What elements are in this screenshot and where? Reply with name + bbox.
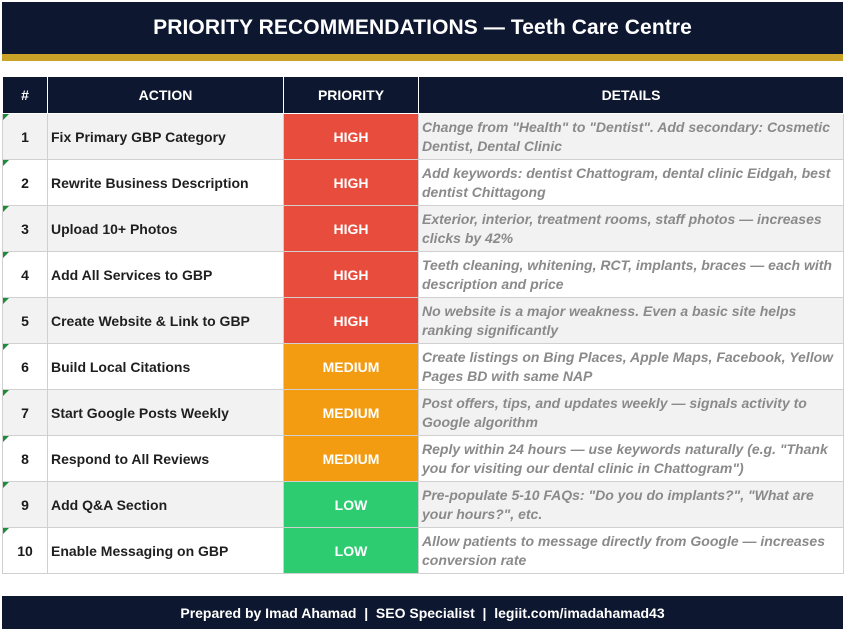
table-row: 4 Add All Services to GBP HIGH Teeth cle… [2, 251, 844, 298]
priority-badge: LOW [283, 481, 419, 528]
table-row: 6 Build Local Citations MEDIUM Create li… [2, 343, 844, 390]
action-cell: Upload 10+ Photos [47, 205, 284, 252]
action-cell: Respond to All Reviews [47, 435, 284, 482]
priority-badge: HIGH [283, 205, 419, 252]
footer-credits: Prepared by Imad Ahamad | SEO Specialist… [2, 596, 843, 629]
action-cell: Add Q&A Section [47, 481, 284, 528]
action-cell: Start Google Posts Weekly [47, 389, 284, 436]
row-number: 1 [21, 128, 29, 145]
row-number: 3 [21, 220, 29, 237]
row-number: 4 [21, 266, 29, 283]
row-number: 2 [21, 174, 29, 191]
row-number-cell: 5 [2, 297, 48, 344]
row-number: 7 [21, 404, 29, 421]
priority-badge: HIGH [283, 113, 419, 160]
page-title: PRIORITY RECOMMENDATIONS — Teeth Care Ce… [2, 2, 843, 54]
comment-marker-icon [3, 436, 9, 442]
comment-marker-icon [3, 160, 9, 166]
row-number: 6 [21, 358, 29, 375]
action-cell: Rewrite Business Description [47, 159, 284, 206]
details-cell: Create listings on Bing Places, Apple Ma… [418, 343, 844, 390]
priority-badge: HIGH [283, 251, 419, 298]
row-number-cell: 8 [2, 435, 48, 482]
priority-badge: MEDIUM [283, 389, 419, 436]
comment-marker-icon [3, 252, 9, 258]
table-row: 7 Start Google Posts Weekly MEDIUM Post … [2, 389, 844, 436]
table-row: 8 Respond to All Reviews MEDIUM Reply wi… [2, 435, 844, 482]
details-cell: Change from "Health" to "Dentist". Add s… [418, 113, 844, 160]
row-number-cell: 4 [2, 251, 48, 298]
table-body: 1 Fix Primary GBP Category HIGH Change f… [2, 113, 844, 574]
action-cell: Create Website & Link to GBP [47, 297, 284, 344]
table-row: 1 Fix Primary GBP Category HIGH Change f… [2, 113, 844, 160]
row-number: 8 [21, 450, 29, 467]
priority-badge: HIGH [283, 297, 419, 344]
row-number-cell: 1 [2, 113, 48, 160]
row-number-cell: 6 [2, 343, 48, 390]
row-number-cell: 7 [2, 389, 48, 436]
details-cell: Reply within 24 hours — use keywords nat… [418, 435, 844, 482]
header-action: ACTION [47, 76, 284, 114]
row-number-cell: 2 [2, 159, 48, 206]
row-number-cell: 3 [2, 205, 48, 252]
table-row: 3 Upload 10+ Photos HIGH Exterior, inter… [2, 205, 844, 252]
comment-marker-icon [3, 298, 9, 304]
details-cell: Allow patients to message directly from … [418, 527, 844, 574]
header-priority: PRIORITY [283, 76, 419, 114]
details-cell: Post offers, tips, and updates weekly — … [418, 389, 844, 436]
row-number-cell: 9 [2, 481, 48, 528]
details-cell: No website is a major weakness. Even a b… [418, 297, 844, 344]
table-row: 5 Create Website & Link to GBP HIGH No w… [2, 297, 844, 344]
details-cell: Pre-populate 5-10 FAQs: "Do you do impla… [418, 481, 844, 528]
priority-badge: LOW [283, 527, 419, 574]
header-num: # [2, 76, 48, 114]
title-divider [2, 54, 843, 61]
table-row: 9 Add Q&A Section LOW Pre-populate 5-10 … [2, 481, 844, 528]
row-number: 9 [21, 496, 29, 513]
comment-marker-icon [3, 482, 9, 488]
comment-marker-icon [3, 390, 9, 396]
table-row: 2 Rewrite Business Description HIGH Add … [2, 159, 844, 206]
action-cell: Enable Messaging on GBP [47, 527, 284, 574]
row-number: 10 [17, 542, 33, 559]
table-row: 10 Enable Messaging on GBP LOW Allow pat… [2, 527, 844, 574]
comment-marker-icon [3, 206, 9, 212]
row-number: 5 [21, 312, 29, 329]
priority-badge: HIGH [283, 159, 419, 206]
details-cell: Add keywords: dentist Chattogram, dental… [418, 159, 844, 206]
comment-marker-icon [3, 344, 9, 350]
action-cell: Fix Primary GBP Category [47, 113, 284, 160]
action-cell: Add All Services to GBP [47, 251, 284, 298]
action-cell: Build Local Citations [47, 343, 284, 390]
priority-badge: MEDIUM [283, 343, 419, 390]
comment-marker-icon [3, 114, 9, 120]
table-header-row: # ACTION PRIORITY DETAILS [2, 76, 844, 114]
comment-marker-icon [3, 528, 9, 534]
details-cell: Teeth cleaning, whitening, RCT, implants… [418, 251, 844, 298]
header-details: DETAILS [418, 76, 844, 114]
details-cell: Exterior, interior, treatment rooms, sta… [418, 205, 844, 252]
priority-table: # ACTION PRIORITY DETAILS 1 Fix Primary … [2, 76, 844, 574]
priority-badge: MEDIUM [283, 435, 419, 482]
row-number-cell: 10 [2, 527, 48, 574]
